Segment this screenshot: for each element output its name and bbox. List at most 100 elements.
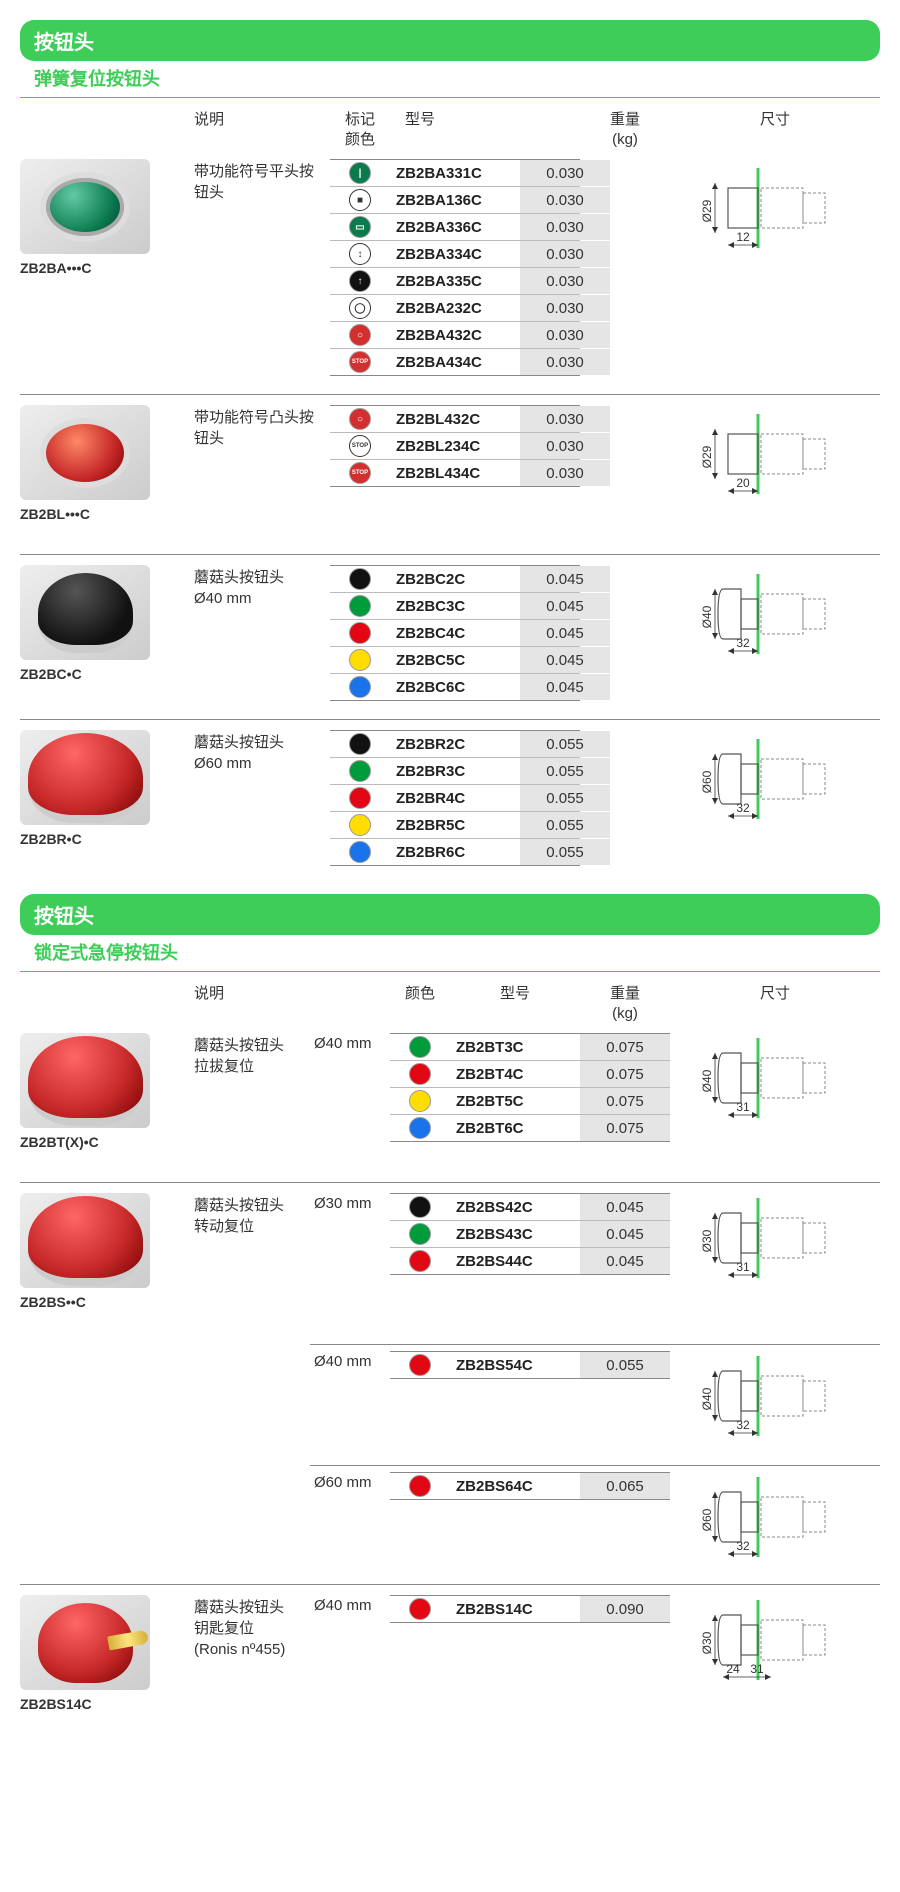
product-image-cell: ZB2BC•C: [20, 565, 190, 701]
mark-cell: [330, 785, 390, 811]
dimension-cell: Ø4031: [670, 1033, 880, 1164]
svg-text:31: 31: [736, 1100, 750, 1114]
weight-cell: 0.045: [520, 593, 610, 619]
variant-row: ◯ZB2BA232C0.030: [330, 295, 580, 322]
color-swatch: [349, 841, 371, 863]
product-group: ZB2BL•••C带功能符号凸头按钮头○ZB2BL432C0.030STOPZB…: [20, 405, 880, 555]
section2-grid: 说明 颜色 型号 重量(kg) 尺寸 ZB2BT(X)•C蘑菇头按钮头拉拔复位Ø…: [20, 982, 880, 1744]
color-cell: [390, 1352, 450, 1378]
variant-row: STOPZB2BA434C0.030: [330, 349, 580, 376]
model-cell: ZB2BA335C: [390, 271, 520, 292]
dimension-drawing: Ø2912: [703, 163, 853, 253]
svg-text:32: 32: [736, 1539, 750, 1553]
mark-cell: [330, 647, 390, 673]
dimension-cell: Ø29 20: [670, 405, 880, 536]
variant-table: ○ZB2BL432C0.030STOPZB2BL234C0.030STOPZB2…: [330, 405, 580, 536]
catalog-page: 按钮头 弹簧复位按钮头 说明 标记颜色 型号 重量(kg) 尺寸 ZB2BA••…: [0, 0, 900, 1774]
color-swatch: [349, 787, 371, 809]
color-swatch: [349, 733, 371, 755]
hdr-desc: 说明: [190, 108, 330, 140]
dimension-cell: Ø6032: [670, 1472, 880, 1566]
variant-row: ZB2BC3C0.045: [330, 593, 580, 620]
hdr2-desc: 说明: [190, 982, 310, 1014]
color-swatch: [349, 568, 371, 590]
mark-cell: ▭: [330, 214, 390, 240]
variant-row: ↕ZB2BA334C0.030: [330, 241, 580, 268]
dimension-cell: Ø302431: [670, 1595, 880, 1726]
variant-row: ZB2BC5C0.045: [330, 647, 580, 674]
model-cell: ZB2BT3C: [450, 1037, 580, 1058]
variant-row: ZB2BS44C0.045: [390, 1248, 670, 1275]
weight-cell: 0.075: [580, 1115, 670, 1141]
svg-text:12: 12: [736, 230, 750, 244]
subsection-bar-1: 弹簧复位按钮头: [20, 61, 880, 98]
svg-text:20: 20: [736, 476, 750, 490]
size-subgroup: Ø40 mmZB2BT3C0.075ZB2BT4C0.075ZB2BT5C0.0…: [310, 1033, 880, 1164]
mark-cell: STOP: [330, 460, 390, 486]
model-cell: ZB2BS14C: [450, 1599, 580, 1620]
model-cell: ZB2BL234C: [390, 436, 520, 457]
product-image-cell: ZB2BA•••C: [20, 159, 190, 376]
weight-cell: 0.090: [580, 1596, 670, 1622]
variant-row: ZB2BS54C0.055: [390, 1351, 670, 1379]
mark-cell: [330, 566, 390, 592]
svg-text:Ø29: Ø29: [700, 445, 714, 468]
model-cell: ZB2BA136C: [390, 190, 520, 211]
color-cell: [390, 1596, 450, 1622]
dimension-drawing: Ø4031: [703, 1033, 853, 1123]
model-cell: ZB2BA432C: [390, 325, 520, 346]
weight-cell: 0.030: [520, 268, 610, 294]
product-desc: 蘑菇头按钮头钥匙复位(Ronis nº455): [190, 1595, 310, 1726]
mark-cell: ↕: [330, 241, 390, 267]
hdr-model: 型号: [390, 108, 450, 140]
dimension-cell: Ø3031: [670, 1193, 880, 1324]
mark-cell: [330, 758, 390, 784]
weight-cell: 0.065: [580, 1473, 670, 1499]
color-swatch: [409, 1250, 431, 1272]
hdr2-dim: 尺寸: [670, 982, 880, 1014]
model-cell: ZB2BA336C: [390, 217, 520, 238]
color-cell: [390, 1473, 450, 1499]
variant-row: ■ZB2BA136C0.030: [330, 187, 580, 214]
variant-row: ZB2BT5C0.075: [390, 1088, 670, 1115]
svg-text:32: 32: [736, 801, 750, 815]
mark-cell: [330, 593, 390, 619]
model-cell: ZB2BL434C: [390, 463, 520, 484]
mark-cell: |: [330, 160, 390, 186]
variant-row: ZB2BC6C0.045: [330, 674, 580, 701]
mark-cell: ○: [330, 406, 390, 432]
product-image-cell: ZB2BT(X)•C: [20, 1033, 190, 1164]
hdr-dim: 尺寸: [670, 108, 880, 140]
svg-text:32: 32: [736, 636, 750, 650]
variant-row: ▭ZB2BA336C0.030: [330, 214, 580, 241]
model-cell: ZB2BA232C: [390, 298, 520, 319]
color-swatch: [409, 1598, 431, 1620]
svg-text:24: 24: [726, 1662, 740, 1676]
product-desc: 带功能符号平头按钮头: [190, 159, 330, 376]
color-swatch: [409, 1090, 431, 1112]
svg-text:Ø60: Ø60: [700, 770, 714, 793]
color-swatch: STOP: [349, 435, 371, 457]
product-group: ZB2BA•••C带功能符号平头按钮头|ZB2BA331C0.030■ZB2BA…: [20, 159, 880, 395]
model-cell: ZB2BC5C: [390, 650, 520, 671]
weight-cell: 0.030: [520, 460, 610, 486]
color-swatch: ↕: [349, 243, 371, 265]
section-bar-1: 按钮头: [20, 20, 880, 61]
model-cell: ZB2BS54C: [450, 1355, 580, 1376]
variant-row: ○ZB2BL432C0.030: [330, 405, 580, 433]
color-swatch: [409, 1063, 431, 1085]
size-label: Ø40 mm: [310, 1595, 390, 1726]
size-label: Ø30 mm: [310, 1193, 390, 1324]
color-swatch: [349, 595, 371, 617]
model-cell: ZB2BT5C: [450, 1091, 580, 1112]
variant-row: ○ZB2BA432C0.030: [330, 322, 580, 349]
model-cell: ZB2BR3C: [390, 761, 520, 782]
variant-row: ZB2BR4C0.055: [330, 785, 580, 812]
product-group: ZB2BR•C蘑菇头按钮头Ø60 mmZB2BR2C0.055ZB2BR3C0.…: [20, 730, 880, 884]
mark-cell: [330, 839, 390, 865]
variant-row: ZB2BS43C0.045: [390, 1221, 670, 1248]
color-swatch: ○: [349, 408, 371, 430]
weight-cell: 0.055: [520, 785, 610, 811]
model-cell: ZB2BS43C: [450, 1224, 580, 1245]
size-subgroup: Ø30 mmZB2BS42C0.045ZB2BS43C0.045ZB2BS44C…: [310, 1193, 880, 1324]
